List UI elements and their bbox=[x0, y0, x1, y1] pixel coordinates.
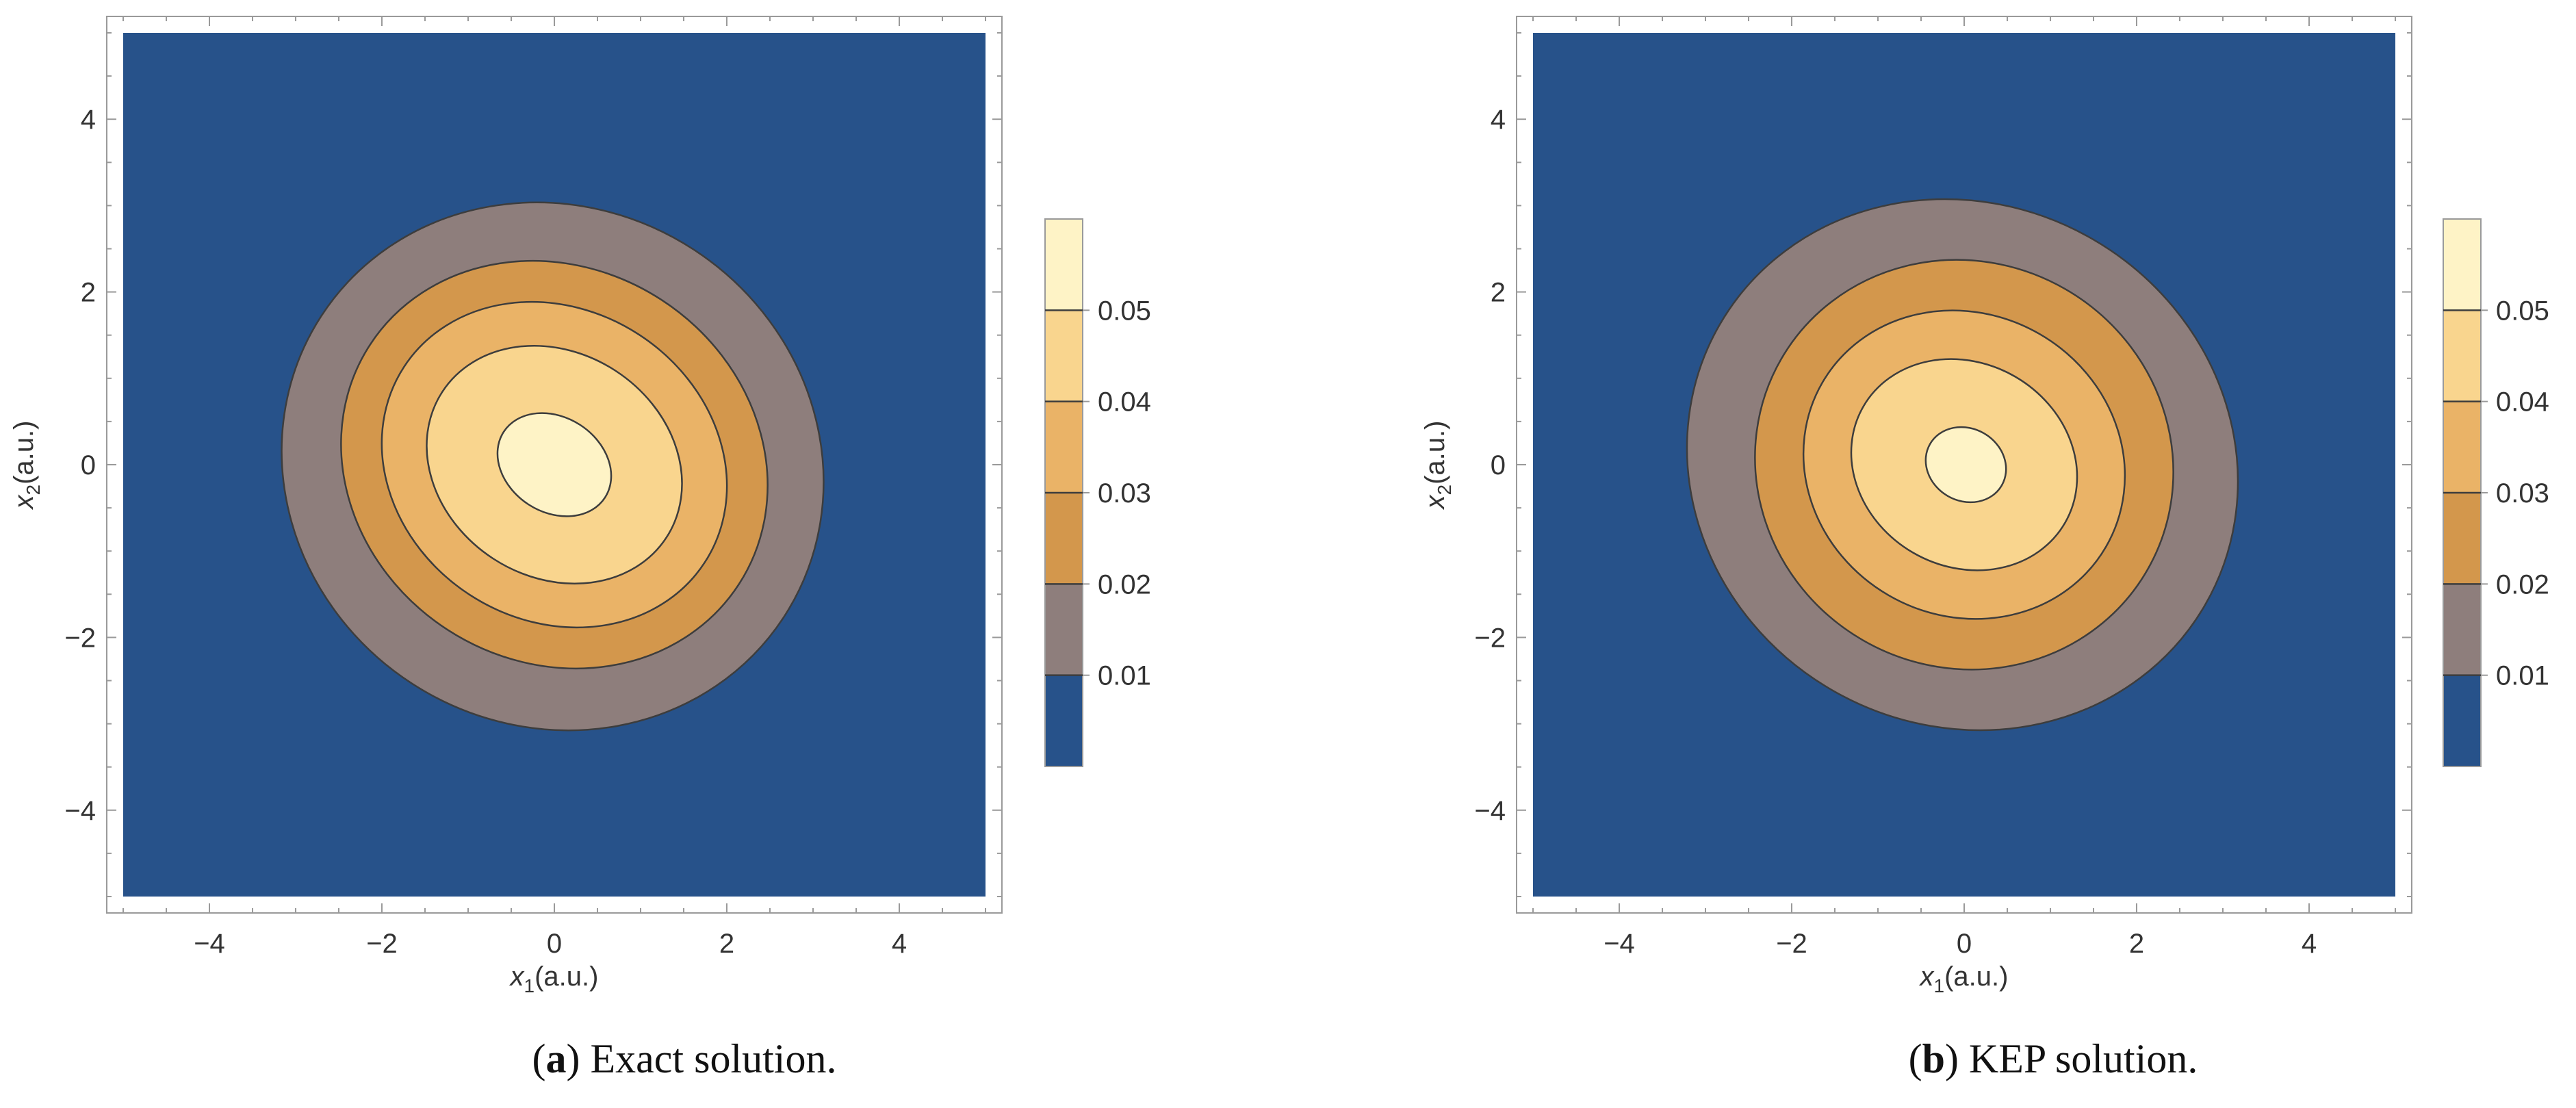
colorbar-segment bbox=[2443, 493, 2481, 584]
y-tick-label: −4 bbox=[64, 796, 96, 826]
colorbar-label: 0.05 bbox=[1098, 296, 1151, 326]
colorbar-segment bbox=[1045, 584, 1083, 675]
x-tick-label: 2 bbox=[2129, 929, 2144, 959]
colorbar-label: 0.01 bbox=[1098, 661, 1151, 691]
x-axis-label: x1(a.u.) bbox=[1919, 962, 2009, 996]
colorbar-label: 0.03 bbox=[2496, 478, 2549, 508]
colorbar-segment bbox=[2443, 584, 2481, 675]
x-tick-label: −4 bbox=[1603, 929, 1635, 959]
x-axis-label: x1(a.u.) bbox=[509, 962, 599, 996]
colorbar-label: 0.03 bbox=[1098, 478, 1151, 508]
chart-panel-a: −4 −2 0 2 4−4−2024x1(a.u.)x2(a.u.)0.010.020.… bbox=[9, 16, 1151, 1081]
colorbar-segment bbox=[1045, 493, 1083, 584]
colorbar-label: 0.02 bbox=[2496, 569, 2549, 600]
y-tick-label: 2 bbox=[1491, 278, 1506, 308]
colorbar-label: 0.01 bbox=[2496, 661, 2549, 691]
colorbar: 0.01 0.02 0.03 0.04 0.05 bbox=[2443, 218, 2549, 767]
colorbar-segment bbox=[1045, 219, 1083, 311]
x-tick-label: 4 bbox=[2302, 929, 2317, 959]
x-tick-label: −2 bbox=[366, 929, 398, 959]
y-tick-label: 4 bbox=[81, 105, 96, 135]
y-tick-label: −2 bbox=[1474, 623, 1506, 653]
y-tick-label: −4 bbox=[1474, 796, 1506, 826]
y-tick-label: 2 bbox=[81, 278, 96, 308]
colorbar-segment bbox=[2443, 401, 2481, 493]
colorbar-segment bbox=[1045, 310, 1083, 402]
x-tick-label: 0 bbox=[1957, 929, 1972, 959]
y-tick-label: 0 bbox=[1491, 450, 1506, 480]
figure-caption: (a) Exact solution. bbox=[532, 1036, 837, 1081]
x-tick-label: 4 bbox=[892, 929, 907, 959]
y-axis-label: x2(a.u.) bbox=[9, 421, 44, 511]
colorbar-segment bbox=[1045, 401, 1083, 493]
x-tick-label: −4 bbox=[194, 929, 225, 959]
colorbar-label: 0.04 bbox=[1098, 387, 1151, 417]
chart-panel-b: −4 −2 0 2 4−4−2024x1(a.u.)x2(a.u.)0.010.020.… bbox=[1420, 16, 2549, 1081]
colorbar-segment bbox=[2443, 675, 2481, 766]
colorbar-segment bbox=[2443, 310, 2481, 402]
x-tick-label: 0 bbox=[547, 929, 562, 959]
y-tick-label: −2 bbox=[64, 623, 96, 653]
x-tick-label: 2 bbox=[719, 929, 734, 959]
x-tick-label: −2 bbox=[1776, 929, 1807, 959]
contour-level-0-05 bbox=[1924, 426, 2007, 504]
colorbar-segment bbox=[1045, 675, 1083, 766]
colorbar-label: 0.02 bbox=[1098, 569, 1151, 600]
colorbar: 0.01 0.02 0.03 0.04 0.05 bbox=[1044, 218, 1151, 767]
y-tick-label: 4 bbox=[1491, 105, 1506, 135]
figure-caption: (b) KEP solution. bbox=[1909, 1036, 2198, 1081]
y-tick-label: 0 bbox=[81, 450, 96, 480]
contour-level-0-05 bbox=[496, 412, 613, 517]
colorbar-segment bbox=[2443, 219, 2481, 311]
colorbar-label: 0.04 bbox=[2496, 387, 2549, 417]
y-axis-label: x2(a.u.) bbox=[1420, 421, 1455, 511]
colorbar-label: 0.05 bbox=[2496, 296, 2549, 326]
